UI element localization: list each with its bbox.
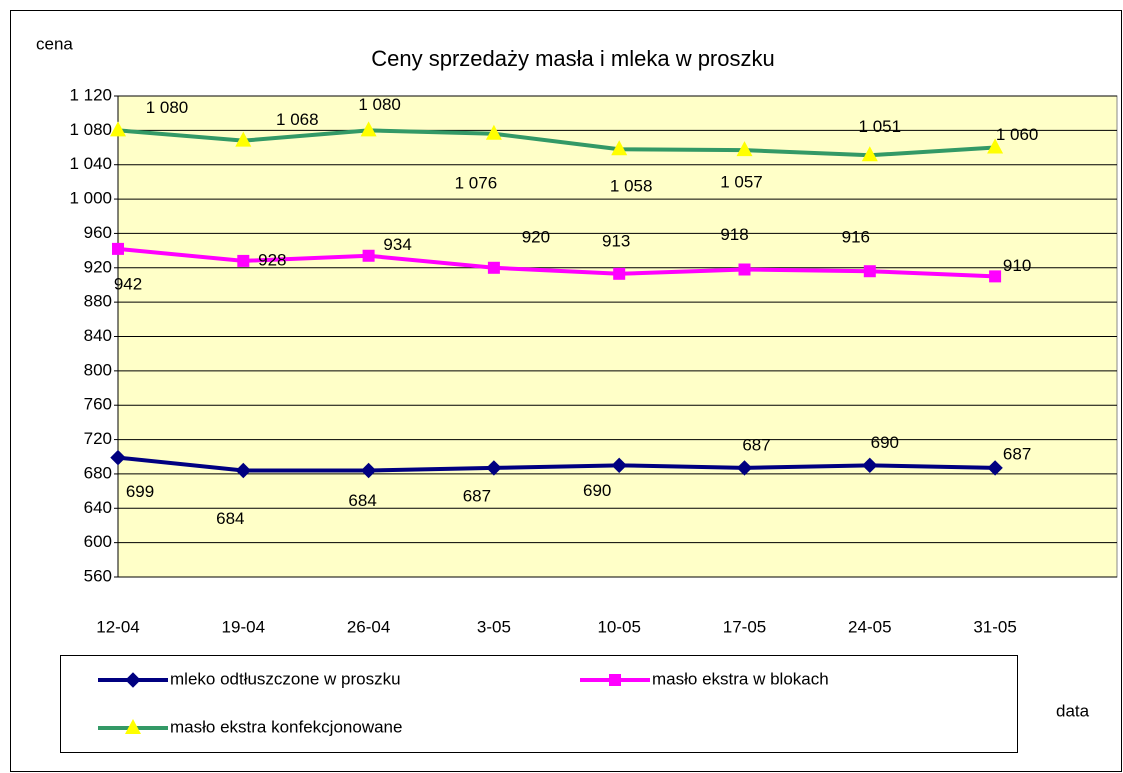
data-label: 684 <box>348 491 376 510</box>
data-point <box>611 140 628 156</box>
data-label: 1 057 <box>720 173 763 192</box>
data-label: 690 <box>583 481 611 500</box>
legend-marker <box>125 719 141 734</box>
y-tick-label: 1 080 <box>69 120 112 139</box>
data-point <box>235 131 252 147</box>
data-label: 1 080 <box>358 95 401 114</box>
y-tick-label: 800 <box>84 360 112 379</box>
data-label: 1 080 <box>146 98 189 117</box>
data-label: 918 <box>720 225 748 244</box>
data-point <box>987 460 1003 476</box>
x-tick-label: 26-04 <box>347 617 390 636</box>
data-point <box>237 254 250 267</box>
legend-label: masło ekstra konfekcjonowane <box>170 717 402 736</box>
data-label: 687 <box>1003 444 1031 463</box>
data-label: 687 <box>742 435 770 454</box>
data-label: 910 <box>1003 256 1031 275</box>
legend-marker <box>609 674 621 686</box>
y-tick-label: 920 <box>84 257 112 276</box>
y-tick-label: 600 <box>84 532 112 551</box>
y-axis-label: cena <box>36 34 73 53</box>
data-label: 699 <box>126 482 154 501</box>
data-point <box>861 146 878 162</box>
data-point <box>110 449 126 466</box>
legend <box>60 655 1018 753</box>
legend-label: mleko odtłuszczone w proszku <box>170 669 401 688</box>
series-line <box>117 455 996 473</box>
series-line <box>117 128 996 158</box>
data-point <box>485 124 502 140</box>
data-point <box>110 121 126 137</box>
data-point <box>487 261 500 274</box>
data-point <box>360 121 377 137</box>
y-tick-label: 760 <box>84 395 112 414</box>
data-point <box>738 263 751 276</box>
data-label: 920 <box>522 227 550 246</box>
data-label: 934 <box>383 235 411 254</box>
data-label: 690 <box>871 433 899 452</box>
data-label: 1 076 <box>455 173 498 192</box>
data-label: 684 <box>216 509 244 528</box>
x-tick-label: 3-05 <box>477 617 511 636</box>
data-label: 1 058 <box>610 177 653 196</box>
y-tick-label: 960 <box>84 223 112 242</box>
data-label: 913 <box>602 231 630 250</box>
y-tick-label: 880 <box>84 292 112 311</box>
x-tick-label: 24-05 <box>848 617 891 636</box>
y-tick-label: 560 <box>84 566 112 585</box>
legend-label: masło ekstra w blokach <box>652 669 829 688</box>
x-tick-label: 19-04 <box>222 617 265 636</box>
data-point <box>736 141 753 157</box>
series-line <box>117 246 996 279</box>
x-tick-label: 10-05 <box>597 617 640 636</box>
data-label: 1 060 <box>996 125 1039 144</box>
y-tick-label: 680 <box>84 463 112 482</box>
y-tick-label: 1 120 <box>69 85 112 104</box>
data-point <box>360 462 377 479</box>
data-point <box>987 138 1004 154</box>
data-point <box>112 242 124 255</box>
data-point <box>736 460 753 476</box>
x-tick-label: 31-05 <box>973 617 1016 636</box>
data-label: 916 <box>842 228 870 247</box>
y-tick-label: 720 <box>84 429 112 448</box>
chart-title: Ceny sprzedaży masła i mleka w proszku <box>371 46 774 71</box>
x-axis-label: data <box>1056 701 1090 720</box>
data-label: 942 <box>114 274 142 293</box>
data-point <box>486 460 502 476</box>
legend-marker <box>125 672 141 688</box>
y-tick-label: 1 040 <box>69 154 112 173</box>
data-label: 1 051 <box>859 117 902 136</box>
y-tick-label: 640 <box>84 498 112 517</box>
data-point <box>989 270 1002 283</box>
data-label: 1 068 <box>276 110 319 129</box>
y-tick-label: 1 000 <box>69 189 112 208</box>
x-tick-label: 12-04 <box>96 617 139 636</box>
data-point <box>613 267 626 280</box>
data-point <box>611 457 627 474</box>
data-point <box>362 249 375 262</box>
data-label: 687 <box>463 486 491 505</box>
data-point <box>235 462 252 479</box>
data-point <box>862 457 878 474</box>
data-point <box>863 265 876 278</box>
y-tick-label: 840 <box>84 326 112 345</box>
x-tick-label: 17-05 <box>723 617 766 636</box>
data-label: 928 <box>258 250 286 269</box>
